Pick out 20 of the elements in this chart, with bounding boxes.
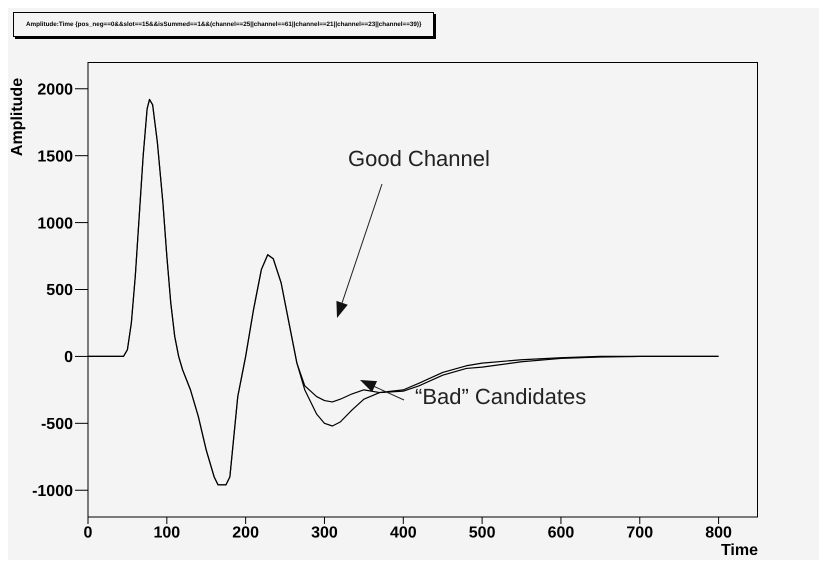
x-axis-title: Time (720, 542, 758, 559)
y-tick-label: 1500 (37, 148, 74, 166)
annotation: Good Channel (348, 146, 490, 171)
x-tick-label: 100 (153, 524, 180, 542)
x-tick-label: 500 (468, 524, 496, 542)
x-tick-label: 200 (232, 524, 260, 542)
x-tick-label: 600 (548, 524, 574, 542)
x-tick-label: 0 (84, 524, 93, 542)
x-tick-label: 300 (311, 524, 338, 542)
x-tick-label: 400 (390, 524, 417, 542)
y-tick-label: 0 (64, 349, 74, 366)
y-tick-label: -500 (40, 416, 74, 434)
annotation: “Bad” Candidates (415, 384, 586, 409)
y-tick-label: 500 (46, 282, 74, 300)
x-tick-label: 700 (626, 524, 654, 542)
y-tick-label: 1000 (37, 215, 74, 232)
y-tick-label: 2000 (37, 81, 74, 98)
x-tick-label: 800 (705, 524, 732, 542)
y-tick-label: -1000 (32, 482, 74, 500)
y-axis-title: Amplitude (9, 78, 26, 156)
